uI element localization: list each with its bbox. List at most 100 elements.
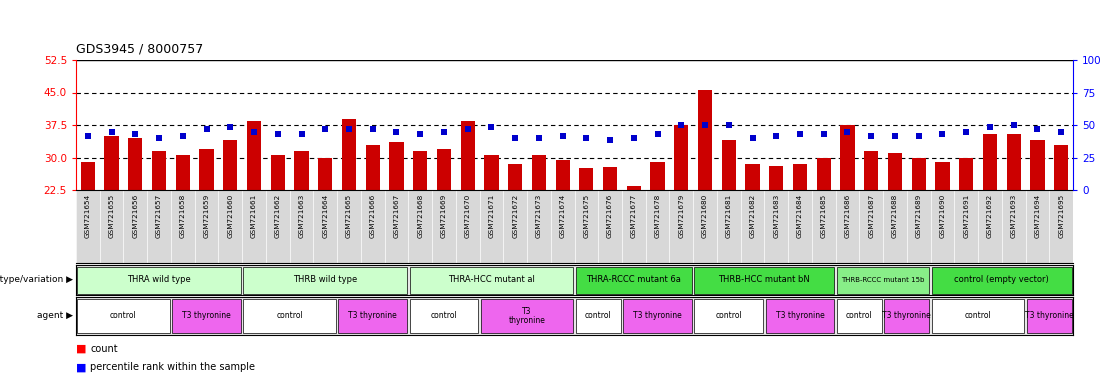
Text: THRB-RCCC mutant 15b: THRB-RCCC mutant 15b bbox=[842, 277, 924, 283]
Text: T3 thyronine: T3 thyronine bbox=[633, 311, 682, 321]
Text: GSM721691: GSM721691 bbox=[963, 194, 970, 238]
Bar bbox=[674, 125, 688, 190]
Bar bbox=[651, 162, 665, 190]
Text: GSM721681: GSM721681 bbox=[726, 194, 731, 238]
Text: GSM721676: GSM721676 bbox=[607, 194, 613, 238]
Bar bbox=[414, 151, 427, 190]
Bar bbox=[932, 266, 1072, 293]
Text: GSM721664: GSM721664 bbox=[322, 194, 329, 238]
Bar bbox=[437, 149, 451, 190]
Text: GSM721683: GSM721683 bbox=[773, 194, 780, 238]
Bar bbox=[508, 164, 523, 190]
Bar bbox=[885, 299, 930, 333]
Bar bbox=[911, 157, 925, 190]
Bar bbox=[888, 153, 902, 190]
Bar bbox=[840, 125, 855, 190]
Bar bbox=[603, 167, 618, 190]
Text: GSM721693: GSM721693 bbox=[1010, 194, 1017, 238]
Text: GSM721668: GSM721668 bbox=[417, 194, 424, 238]
Text: percentile rank within the sample: percentile rank within the sample bbox=[90, 362, 255, 372]
Bar bbox=[77, 299, 170, 333]
Bar bbox=[959, 157, 973, 190]
Text: T3 thyronine: T3 thyronine bbox=[882, 311, 931, 321]
Text: T3 thyronine: T3 thyronine bbox=[349, 311, 397, 321]
Bar bbox=[837, 266, 930, 293]
Text: GDS3945 / 8000757: GDS3945 / 8000757 bbox=[76, 43, 203, 56]
Bar bbox=[244, 266, 407, 293]
Bar bbox=[172, 299, 240, 333]
Bar bbox=[532, 156, 546, 190]
Bar bbox=[409, 299, 479, 333]
Text: T3
thyronine: T3 thyronine bbox=[508, 307, 546, 325]
Text: GSM721669: GSM721669 bbox=[441, 194, 447, 238]
Bar bbox=[698, 90, 713, 190]
Bar bbox=[175, 156, 190, 190]
Text: GSM721659: GSM721659 bbox=[204, 194, 210, 238]
Text: GSM721670: GSM721670 bbox=[464, 194, 471, 238]
Bar bbox=[864, 151, 878, 190]
Text: GSM721695: GSM721695 bbox=[1058, 194, 1064, 238]
Text: GSM721671: GSM721671 bbox=[489, 194, 494, 238]
Text: GSM721658: GSM721658 bbox=[180, 194, 185, 238]
Text: GSM721673: GSM721673 bbox=[536, 194, 542, 238]
Text: GSM721687: GSM721687 bbox=[868, 194, 875, 238]
Text: GSM721678: GSM721678 bbox=[654, 194, 661, 238]
Text: count: count bbox=[90, 344, 118, 354]
Bar bbox=[247, 121, 261, 190]
Text: ■: ■ bbox=[76, 344, 86, 354]
Bar bbox=[765, 299, 835, 333]
Text: GSM721674: GSM721674 bbox=[559, 194, 566, 238]
Text: GSM721654: GSM721654 bbox=[85, 194, 90, 238]
Text: GSM721666: GSM721666 bbox=[370, 194, 376, 238]
Text: THRA-RCCC mutant 6a: THRA-RCCC mutant 6a bbox=[587, 275, 682, 285]
Text: T3 thyronine: T3 thyronine bbox=[182, 311, 231, 321]
Bar bbox=[1054, 144, 1068, 190]
Text: GSM721655: GSM721655 bbox=[108, 194, 115, 238]
Text: control: control bbox=[430, 311, 458, 321]
Bar bbox=[270, 156, 285, 190]
Text: control: control bbox=[716, 311, 742, 321]
Text: GSM721661: GSM721661 bbox=[251, 194, 257, 238]
Text: THRA wild type: THRA wild type bbox=[127, 275, 191, 285]
Bar bbox=[461, 121, 474, 190]
Text: GSM721685: GSM721685 bbox=[821, 194, 827, 238]
Bar bbox=[409, 266, 574, 293]
Text: GSM721690: GSM721690 bbox=[940, 194, 945, 238]
Bar bbox=[627, 186, 641, 190]
Text: GSM721680: GSM721680 bbox=[703, 194, 708, 238]
Bar bbox=[623, 299, 692, 333]
Text: control (empty vector): control (empty vector) bbox=[954, 275, 1049, 285]
Text: control: control bbox=[846, 311, 872, 321]
Text: control: control bbox=[965, 311, 992, 321]
Bar bbox=[576, 299, 621, 333]
Text: GSM721684: GSM721684 bbox=[797, 194, 803, 238]
Text: THRB-HCC mutant bN: THRB-HCC mutant bN bbox=[718, 275, 811, 285]
Bar bbox=[339, 299, 407, 333]
Bar bbox=[244, 299, 336, 333]
Text: ■: ■ bbox=[76, 362, 86, 372]
Bar bbox=[793, 164, 807, 190]
Bar bbox=[816, 157, 831, 190]
Bar bbox=[81, 162, 95, 190]
Text: control: control bbox=[276, 311, 303, 321]
Bar bbox=[295, 151, 309, 190]
Bar bbox=[837, 299, 882, 333]
Bar bbox=[342, 119, 356, 190]
Bar bbox=[721, 140, 736, 190]
Bar bbox=[484, 156, 499, 190]
Bar bbox=[128, 138, 142, 190]
Text: GSM721675: GSM721675 bbox=[583, 194, 589, 238]
Bar bbox=[695, 299, 763, 333]
Bar bbox=[769, 166, 783, 190]
Bar bbox=[365, 144, 379, 190]
Bar bbox=[932, 299, 1025, 333]
Text: GSM721665: GSM721665 bbox=[346, 194, 352, 238]
Text: GSM721663: GSM721663 bbox=[299, 194, 304, 238]
Text: GSM721689: GSM721689 bbox=[915, 194, 922, 238]
Bar bbox=[389, 142, 404, 190]
Text: GSM721662: GSM721662 bbox=[275, 194, 281, 238]
Bar bbox=[481, 299, 574, 333]
Bar bbox=[556, 160, 570, 190]
Text: T3 thyronine: T3 thyronine bbox=[775, 311, 824, 321]
Bar bbox=[1030, 140, 1045, 190]
